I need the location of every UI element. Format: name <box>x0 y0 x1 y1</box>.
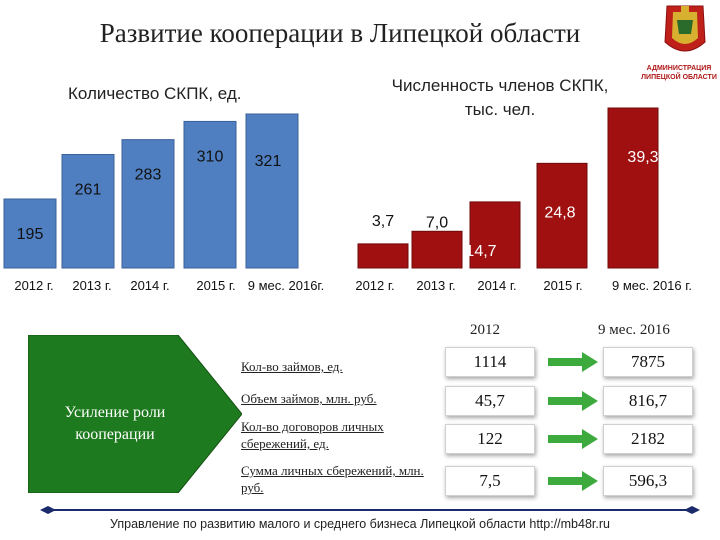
row-label-savings-sum: Сумма личных сбережений, млн. руб. <box>241 463 424 495</box>
right-x-tick-label: 2012 г. <box>355 278 394 293</box>
right-bar-value-label: 3,7 <box>372 213 394 230</box>
right-bar <box>607 107 659 269</box>
footer-text: Управление по развитию малого и среднего… <box>110 517 610 531</box>
right-bar-value-label: 39,3 <box>627 149 658 166</box>
left-bar-value-label: 261 <box>75 181 102 198</box>
right-chart-title-line2: тыс. чел. <box>464 100 536 119</box>
column-header-2016: 9 мес. 2016 <box>598 322 670 338</box>
value-2012-loans-count: 1114 <box>445 347 535 377</box>
footer-divider <box>40 506 700 514</box>
row-label-loans-count: Кол-во займов, ед. <box>241 359 343 374</box>
green-label-shape <box>28 335 242 493</box>
right-x-tick-label: 2013 г. <box>416 278 455 293</box>
coat-of-arms-icon <box>664 5 706 52</box>
row-label-loans-volume: Объем займов, млн. руб. <box>241 391 377 406</box>
left-chart-title: Количество СКПК, ед. <box>68 84 242 103</box>
value-2012-savings-contracts: 122 <box>445 424 535 454</box>
value-2012-loans-volume: 45,7 <box>445 386 535 416</box>
right-bar <box>469 201 521 269</box>
value-2016-savings-contracts: 2182 <box>603 424 693 454</box>
administration-label-line1: АДМИНИСТРАЦИЯ <box>646 65 712 72</box>
value-2016-loans-volume: 816,7 <box>603 386 693 416</box>
green-label-text: Усиление роли кооперации <box>64 404 166 443</box>
right-chart-title-line1: Численность членов СКПК, <box>391 76 609 95</box>
arrow-right-icon <box>548 429 598 449</box>
right-bar-value-label: 24,8 <box>544 204 575 221</box>
arrow-right-icon <box>548 391 598 411</box>
left-x-tick-label: 2013 г. <box>72 278 111 293</box>
right-x-tick-label: 2015 г. <box>543 278 582 293</box>
left-bar-value-label: 310 <box>197 148 224 165</box>
left-x-tick-label: 2015 г. <box>196 278 235 293</box>
right-bar-value-label: 7,0 <box>426 214 448 231</box>
value-2016-loans-count: 7875 <box>603 347 693 377</box>
column-header-2012: 2012 <box>470 322 500 338</box>
left-bar <box>61 153 115 269</box>
left-x-tick-label: 2012 г. <box>14 278 53 293</box>
page-title: Развитие кооперации в Липецкой области <box>99 18 581 48</box>
left-x-tick-label: 2014 г. <box>130 278 169 293</box>
left-bar <box>183 120 237 269</box>
administration-label-line2: ЛИПЕЦКОЙ ОБЛАСТИ <box>641 74 717 81</box>
right-bar <box>536 162 588 269</box>
value-2012-savings-sum: 7,5 <box>445 466 535 496</box>
arrow-right-icon <box>548 471 598 491</box>
administration-label: АДМИНИСТРАЦИЯ ЛИПЕЦКОЙ ОБЛАСТИ <box>640 64 718 82</box>
arrow-right-icon <box>548 352 598 372</box>
left-bar <box>245 113 299 269</box>
row-label-savings-contracts: Кол-во договоров личных сбережений, ед. <box>241 419 384 451</box>
left-bar <box>121 139 175 269</box>
right-x-tick-label: 9 мес. 2016 г. <box>612 278 692 293</box>
right-bar-value-label: 14,7 <box>465 243 496 260</box>
left-bar-value-label: 195 <box>17 226 44 243</box>
left-bar-value-label: 283 <box>135 167 162 184</box>
value-2016-savings-sum: 596,3 <box>603 466 693 496</box>
right-chart-title: Численность членов СКПК, тыс. чел. <box>370 74 630 122</box>
right-bar <box>411 230 463 269</box>
right-bar <box>357 243 409 269</box>
charts-area: 195 261 283 310 321 2012 г. 2013 г. 2014 г. 2015… <box>3 107 692 293</box>
left-bar <box>3 198 57 269</box>
left-x-tick-label: 9 мес. 2016г. <box>248 278 324 293</box>
right-x-tick-label: 2014 г. <box>477 278 516 293</box>
left-bar-value-label: 321 <box>255 153 282 170</box>
